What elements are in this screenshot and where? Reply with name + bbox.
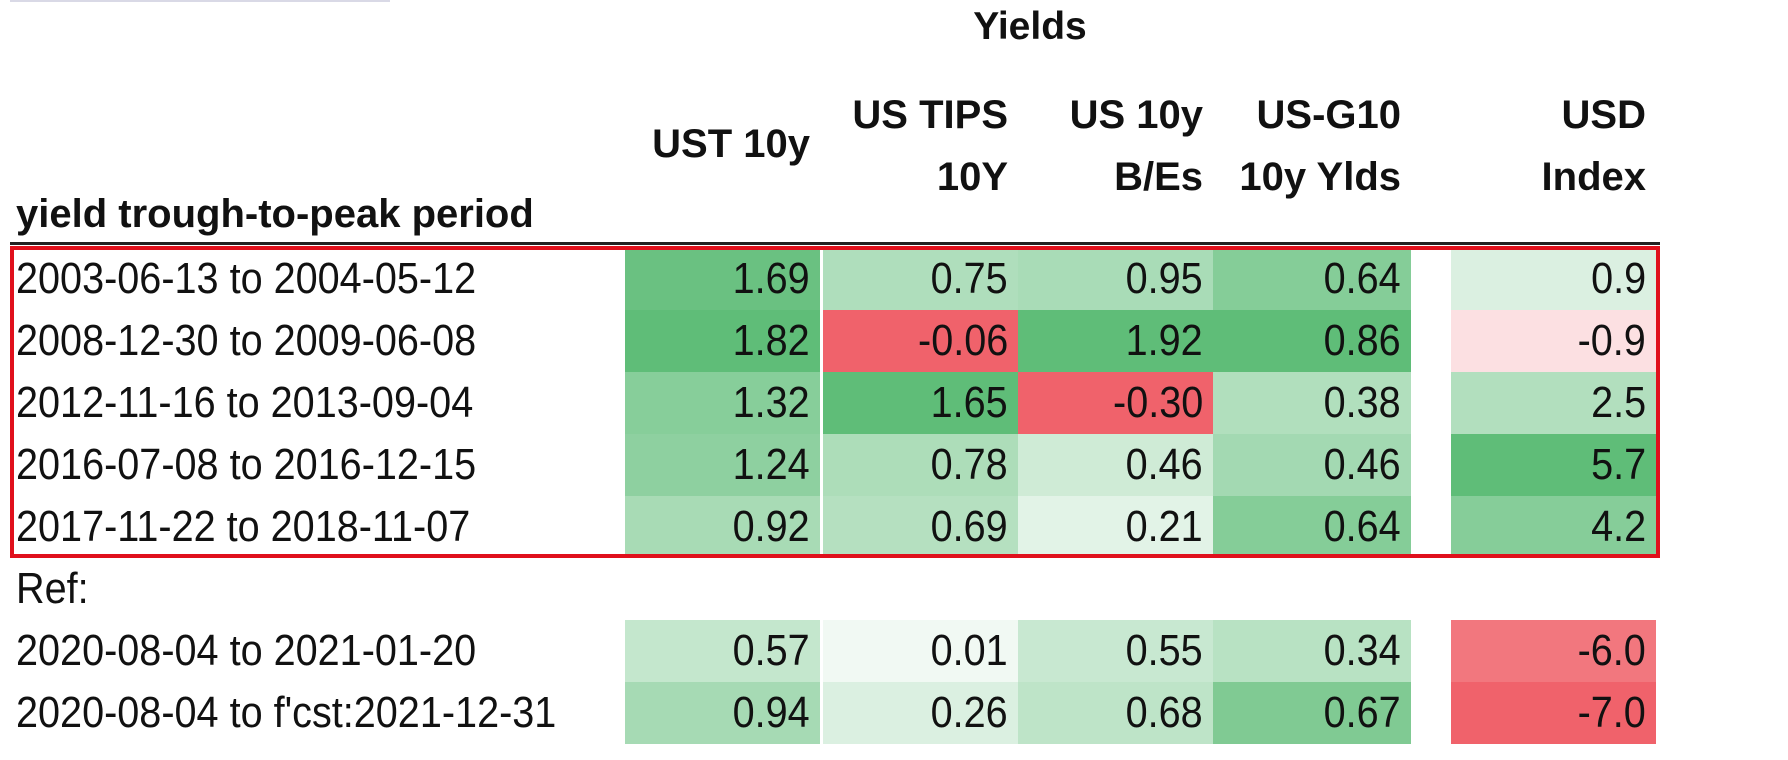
table-cell: -0.9	[1451, 310, 1656, 372]
table-cell: 0.64	[1213, 248, 1411, 310]
table-cell: 0.94	[625, 682, 820, 744]
cell-value: 0.46	[1125, 440, 1203, 489]
table-cell: -0.30	[1018, 372, 1213, 434]
cell-value: 0.64	[1323, 502, 1401, 551]
table-cell: -6.0	[1451, 620, 1656, 682]
table-cell: 2.5	[1451, 372, 1656, 434]
cell-value: 1.69	[732, 254, 810, 303]
cell-value: 0.78	[930, 440, 1008, 489]
cell-value: 0.26	[930, 688, 1008, 737]
table-cell: -7.0	[1451, 682, 1656, 744]
table-cell: 0.26	[823, 682, 1018, 744]
cell-value: 0.94	[732, 688, 810, 737]
column-header: US 10y B/Es	[1069, 93, 1203, 199]
table-cell: 4.2	[1451, 496, 1656, 558]
table-cell: -0.06	[823, 310, 1018, 372]
row-label: 2003-06-13 to 2004-05-12	[16, 254, 477, 303]
cell-value: 0.75	[930, 254, 1008, 303]
cell-value: 0.57	[732, 626, 810, 675]
table-cell: 1.32	[625, 372, 820, 434]
table-cell: 0.75	[823, 248, 1018, 310]
cell-value: 0.86	[1323, 316, 1401, 365]
top-rule	[10, 0, 390, 2]
table-cell: 1.65	[823, 372, 1018, 434]
cell-value: 1.32	[732, 378, 810, 427]
cell-value: 0.9	[1590, 254, 1646, 303]
ref-label: Ref:	[16, 564, 89, 613]
cell-value: 0.38	[1323, 378, 1401, 427]
table-cell: 0.38	[1213, 372, 1411, 434]
cell-value: 0.67	[1323, 688, 1401, 737]
table-cell: 0.92	[625, 496, 820, 558]
cell-value: -7.0	[1577, 688, 1646, 737]
cell-value: -0.9	[1577, 316, 1646, 365]
row-label: 2020-08-04 to 2021-01-20	[16, 626, 477, 675]
row-header-label: yield trough-to-peak period	[16, 192, 534, 236]
row-label: 2008-12-30 to 2009-06-08	[16, 316, 477, 365]
cell-value: 0.95	[1125, 254, 1203, 303]
table-cell: 1.82	[625, 310, 820, 372]
cell-value: 0.55	[1125, 626, 1203, 675]
cell-value: 1.65	[930, 378, 1008, 427]
table-cell: 5.7	[1451, 434, 1656, 496]
row-label: 2016-07-08 to 2016-12-15	[16, 440, 477, 489]
row-label: 2017-11-22 to 2018-11-07	[16, 502, 471, 551]
table-cell: 0.86	[1213, 310, 1411, 372]
cell-value: 4.2	[1590, 502, 1646, 551]
header-rule	[10, 242, 1660, 245]
cell-value: 1.82	[732, 316, 810, 365]
cell-value: -0.30	[1112, 378, 1203, 427]
table-cell: 0.34	[1213, 620, 1411, 682]
cell-value: 0.68	[1125, 688, 1203, 737]
row-label: 2020-08-04 to f'cst:2021-12-31	[16, 688, 557, 737]
table-cell: 0.67	[1213, 682, 1411, 744]
table-cell: 0.78	[823, 434, 1018, 496]
table-cell: 0.55	[1018, 620, 1213, 682]
column-header: US TIPS 10Y	[852, 93, 1008, 199]
column-header: USD Index	[1541, 93, 1646, 199]
table-cell: 0.57	[625, 620, 820, 682]
cell-value: -0.06	[917, 316, 1008, 365]
cell-value: 0.21	[1125, 502, 1203, 551]
table-cell: 0.46	[1018, 434, 1213, 496]
table-cell: 1.69	[625, 248, 820, 310]
table-cell: 0.68	[1018, 682, 1213, 744]
cell-value: 1.24	[732, 440, 810, 489]
table-cell: 0.69	[823, 496, 1018, 558]
table-cell: 0.9	[1451, 248, 1656, 310]
table-cell: 0.01	[823, 620, 1018, 682]
cell-value: 0.34	[1323, 626, 1401, 675]
cell-value: 0.69	[930, 502, 1008, 551]
table-cell: 0.46	[1213, 434, 1411, 496]
table-title: Yields	[973, 5, 1087, 48]
table-cell: 0.95	[1018, 248, 1213, 310]
cell-value: 0.46	[1323, 440, 1401, 489]
cell-value: 2.5	[1590, 378, 1646, 427]
table-cell: 1.92	[1018, 310, 1213, 372]
cell-value: 0.92	[732, 502, 810, 551]
cell-value: 0.64	[1323, 254, 1401, 303]
cell-value: 0.01	[930, 626, 1008, 675]
column-header: US-G10 10y Ylds	[1239, 93, 1401, 199]
cell-value: 5.7	[1590, 440, 1646, 489]
table-cell: 1.24	[625, 434, 820, 496]
cell-value: -6.0	[1577, 626, 1646, 675]
table-cell: 0.21	[1018, 496, 1213, 558]
table-cell: 0.64	[1213, 496, 1411, 558]
row-label: 2012-11-16 to 2013-09-04	[16, 378, 474, 427]
cell-value: 1.92	[1125, 316, 1203, 365]
column-header: UST 10y	[652, 122, 810, 166]
